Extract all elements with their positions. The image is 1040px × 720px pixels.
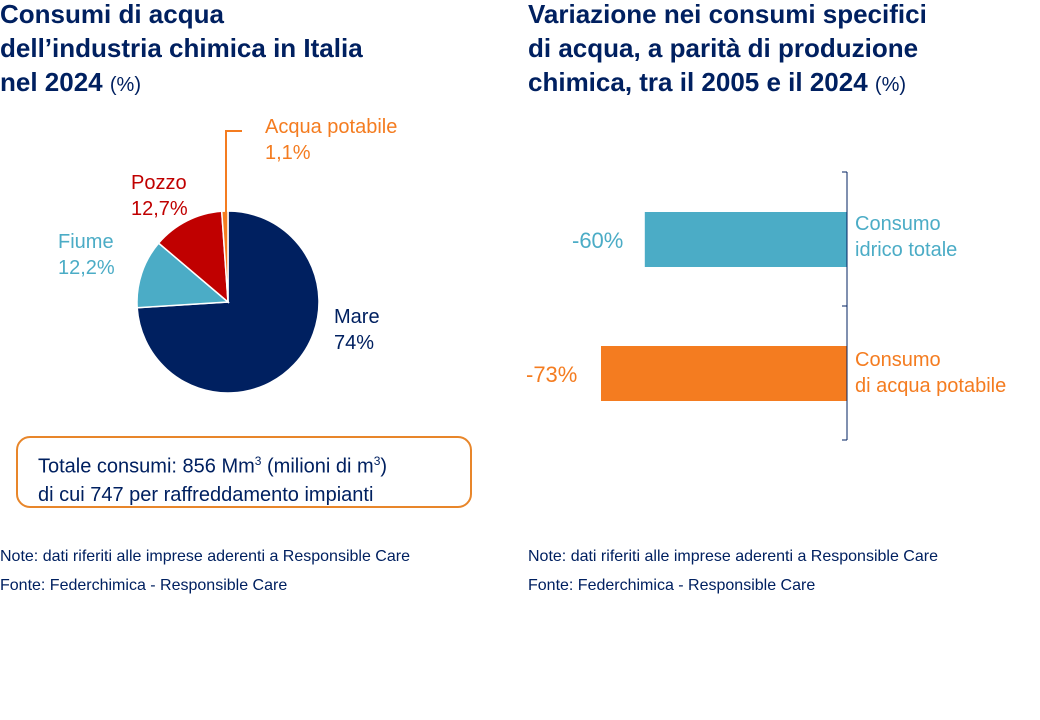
pie-slice-pozzo [157, 210, 229, 304]
bar-label-potabile: Consumo di acqua potabile [855, 347, 1006, 399]
pie-slice-potabile [220, 210, 229, 303]
bar-name-line: Consumo [855, 213, 941, 235]
title-line: Variazione nei consumi specifici [528, 0, 927, 29]
slice-name: Mare [334, 306, 380, 328]
bar-potabile [600, 346, 847, 401]
title-line: chimica, tra il 2005 e il 2024 [528, 67, 868, 97]
source-text: Fonte: Federchimica - Responsible Care [528, 577, 816, 594]
total-line-2: di cui 747 per raffreddamento impianti [38, 483, 374, 506]
bar-name-line: di acqua potabile [855, 375, 1007, 397]
bar-totale [644, 212, 847, 267]
pie-label-potabile: Acqua potabile 1,1% [265, 114, 397, 166]
bar-chart-title: Variazione nei consumi specifici di acqu… [528, 0, 927, 102]
pie-label-fiume: Fiume 12,2% [58, 229, 115, 281]
title-line: nel 2024 [0, 67, 103, 97]
leader-line-potabile [225, 130, 242, 213]
slice-name: Pozzo [131, 172, 187, 194]
bar-value-totale: -60% [572, 228, 624, 253]
note-text: Note: dati riferiti alle imprese aderent… [528, 548, 938, 565]
title-line: Consumi di acqua [0, 0, 224, 29]
slice-name: Acqua potabile [265, 116, 398, 138]
total-consumption-box: Totale consumi: 856 Mm3 (milioni di m3) … [16, 436, 472, 508]
note-text: Note: dati riferiti alle imprese aderent… [0, 548, 410, 565]
title-line: di acqua, a parità di produzione [528, 33, 919, 63]
right-notes: Note: dati riferiti alle imprese aderent… [528, 542, 938, 600]
bar-name-line: idrico totale [855, 239, 958, 261]
slice-value: 74% [334, 332, 375, 354]
pie-label-pozzo: Pozzo 12,7% [131, 170, 188, 222]
slice-value: 12,2% [58, 257, 115, 279]
left-notes: Note: dati riferiti alle imprese aderent… [0, 542, 410, 600]
bar-name-line: Consumo [855, 349, 941, 371]
bar-value-potabile: -73% [526, 362, 578, 387]
source-text: Fonte: Federchimica - Responsible Care [0, 577, 288, 594]
title-line: dell’industria chimica in Italia [0, 33, 363, 63]
title-unit: (%) [874, 74, 907, 96]
title-unit: (%) [109, 74, 141, 96]
slice-name: Fiume [58, 231, 114, 253]
pie-label-mare: Mare 74% [334, 304, 380, 356]
total-line-1: Totale consumi: 856 Mm3 (milioni di m3) [38, 454, 388, 478]
pie-chart-title: Consumi di acqua dell’industria chimica … [0, 0, 363, 102]
slice-value: 1,1% [265, 142, 311, 164]
slice-value: 12,7% [131, 198, 188, 220]
pie-slice-fiume [136, 242, 230, 309]
bar-label-totale: Consumo idrico totale [855, 211, 957, 263]
